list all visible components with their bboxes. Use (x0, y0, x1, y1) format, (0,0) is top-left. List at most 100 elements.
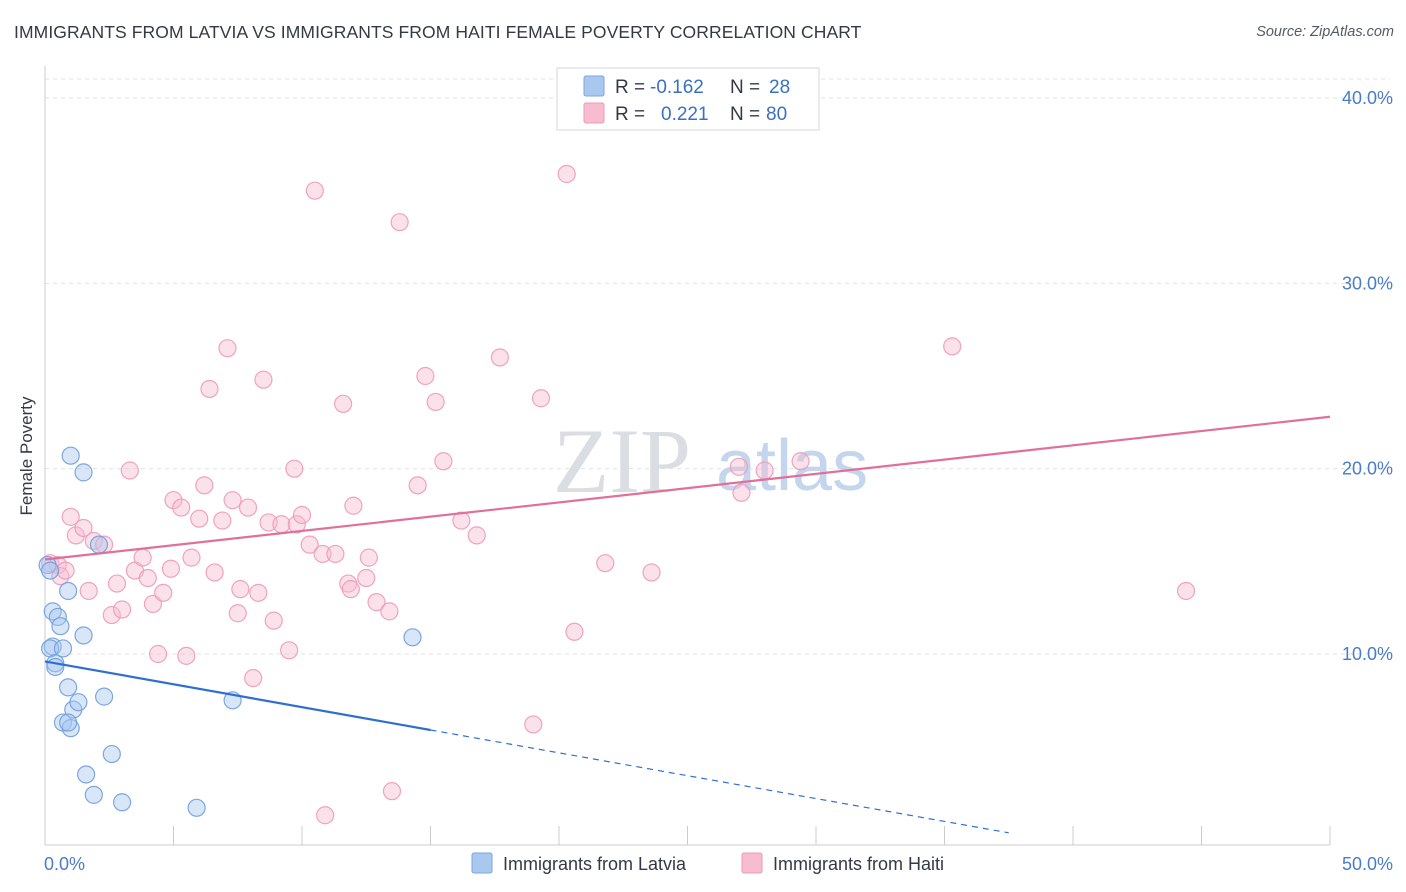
point-haiti (596, 554, 615, 573)
point-haiti (107, 574, 127, 593)
source-credit: Source: ZipAtlas.com (1256, 24, 1394, 40)
point-haiti (51, 567, 70, 586)
trend-line-latvia (44, 660, 431, 732)
y-tick-label: 20.0% (1342, 459, 1393, 479)
point-latvia (403, 628, 422, 647)
stats-box: R = -0.162 N = 28 R = 0.221 N = 80 (556, 67, 820, 131)
point-haiti (367, 593, 386, 612)
stats-n-label-haiti: N = (730, 104, 760, 125)
point-latvia (74, 463, 93, 482)
point-latvia (59, 713, 78, 732)
point-haiti (344, 496, 363, 515)
point-haiti (426, 392, 445, 412)
point-haiti (434, 452, 453, 471)
point-haiti (531, 389, 551, 408)
watermark: ZIP atlas (553, 410, 868, 512)
point-latvia (43, 602, 62, 621)
point-haiti (390, 213, 409, 232)
point-haiti (359, 548, 378, 567)
point-haiti (467, 526, 486, 545)
point-haiti (164, 491, 183, 510)
chart-title: IMMIGRANTS FROM LATVIA VS IMMIGRANTS FRO… (14, 22, 862, 42)
point-latvia (74, 626, 93, 645)
point-haiti (213, 511, 232, 530)
point-haiti (280, 641, 299, 660)
point-haiti (61, 507, 80, 526)
point-haiti (292, 505, 312, 525)
y-tick-label: 10.0% (1342, 644, 1393, 664)
point-haiti (120, 461, 139, 480)
point-haiti (177, 646, 196, 665)
point-haiti (408, 476, 427, 495)
point-haiti (341, 580, 360, 599)
point-haiti (791, 452, 810, 471)
point-haiti (133, 548, 152, 567)
point-latvia (84, 785, 103, 804)
watermark-zip: ZIP (553, 410, 691, 512)
point-haiti (205, 563, 224, 582)
point-latvia (187, 798, 206, 817)
data-points (38, 164, 1196, 825)
point-latvia (69, 693, 88, 712)
point-haiti (200, 379, 219, 399)
point-latvia (41, 561, 60, 580)
point-haiti (66, 526, 85, 545)
point-haiti (755, 461, 774, 480)
stats-n-value-latvia: 28 (769, 77, 790, 98)
point-latvia (112, 793, 132, 812)
point-haiti (238, 498, 258, 517)
point-haiti (642, 563, 661, 582)
point-latvia (53, 639, 73, 658)
point-haiti (112, 600, 132, 619)
point-haiti (138, 568, 157, 588)
stats-n-value-haiti: 80 (766, 104, 787, 125)
x-tick-label-max: 50.0% (1342, 854, 1393, 874)
point-haiti (190, 509, 209, 528)
point-latvia (46, 657, 65, 677)
point-haiti (249, 583, 268, 602)
point-haiti (228, 604, 247, 623)
point-haiti (264, 611, 283, 630)
point-haiti (223, 491, 242, 510)
point-haiti (182, 548, 201, 567)
point-latvia (61, 446, 80, 465)
point-haiti (943, 337, 962, 356)
point-haiti (313, 544, 332, 564)
point-haiti (357, 568, 376, 588)
point-latvia (51, 617, 70, 636)
point-latvia (89, 535, 109, 554)
point-haiti (244, 668, 263, 688)
point-haiti (380, 602, 399, 621)
point-haiti (102, 605, 121, 625)
point-haiti (334, 394, 353, 413)
point-haiti (143, 594, 163, 614)
point-latvia (59, 678, 78, 697)
point-haiti (56, 561, 75, 580)
trend-line-haiti (44, 415, 1331, 561)
trend-lines (44, 415, 1331, 834)
stats-r-label-latvia: R = (615, 77, 645, 98)
point-latvia (59, 581, 78, 601)
point-haiti (490, 348, 509, 367)
point-haiti (218, 339, 237, 358)
point-haiti (382, 782, 402, 801)
point-haiti (285, 459, 304, 478)
tick-labels: 10.0% 20.0% 30.0% 40.0% 0.0% 50.0% (44, 88, 1393, 874)
point-haiti (524, 715, 543, 734)
point-haiti (79, 581, 98, 601)
point-haiti (161, 559, 181, 578)
y-tick-label: 30.0% (1342, 273, 1393, 293)
stats-n-label-latvia: N = (730, 77, 760, 98)
stats-r-value-latvia: -0.162 (650, 77, 704, 98)
stats-r-label-haiti: R = (615, 104, 645, 125)
stats-r-value-haiti: 0.221 (661, 104, 709, 125)
legend-label-haiti: Immigrants from Haiti (773, 854, 944, 874)
legend: Immigrants from Latvia Immigrants from H… (471, 852, 944, 874)
watermark-atlas: atlas (716, 426, 868, 506)
point-haiti (416, 366, 435, 386)
point-haiti (452, 511, 471, 530)
point-haiti (272, 515, 291, 534)
point-latvia (77, 765, 96, 784)
legend-swatch-latvia (471, 852, 493, 874)
